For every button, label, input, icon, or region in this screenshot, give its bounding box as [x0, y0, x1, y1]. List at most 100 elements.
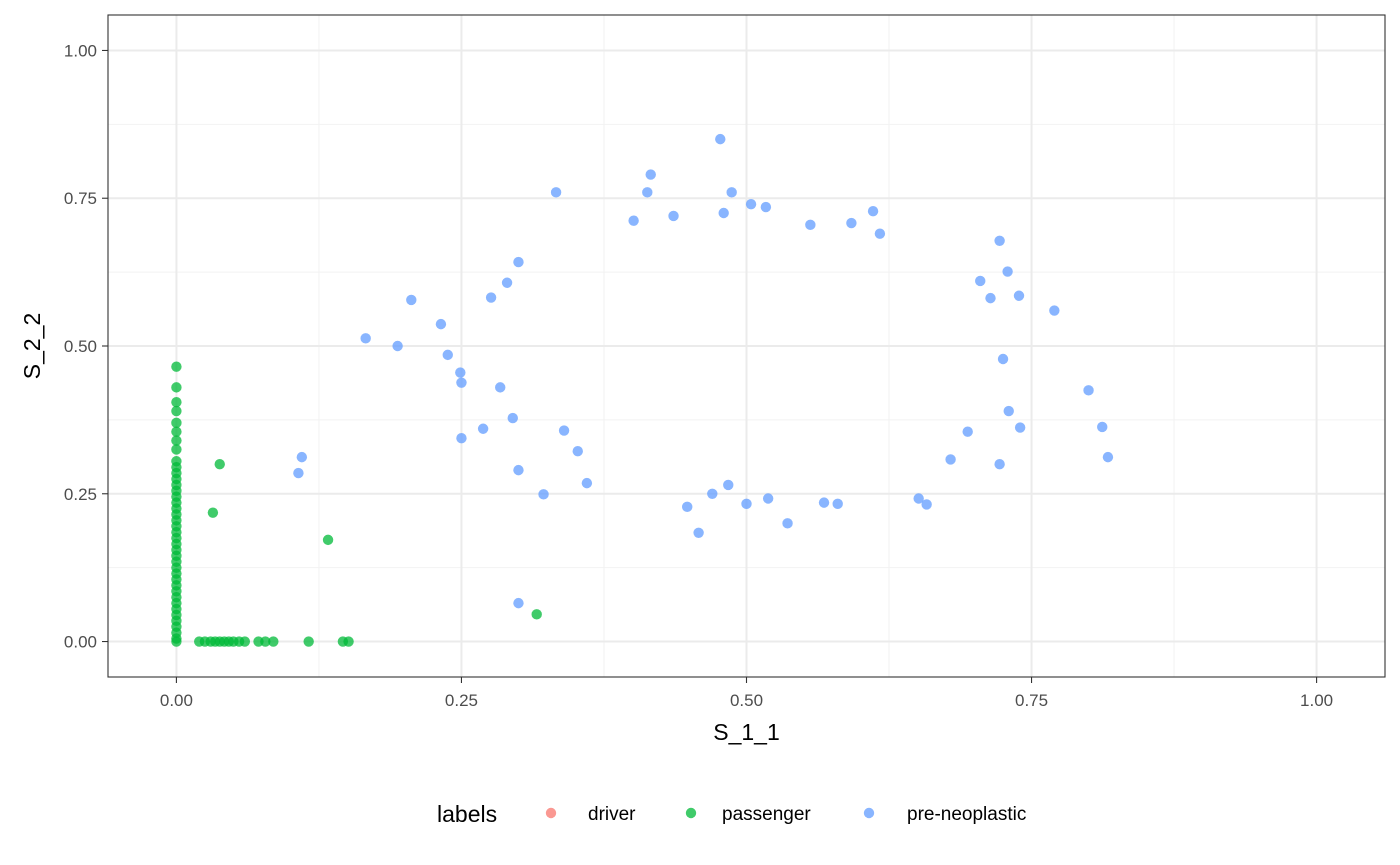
- major-gridlines: [108, 15, 1385, 677]
- point-pre-neoplastic: [1097, 421, 1108, 433]
- point-pre-neoplastic: [1102, 451, 1114, 463]
- legend: labels driver passenger pre-neoplastic: [437, 801, 1026, 827]
- point-passenger: [171, 361, 182, 372]
- point-pre-neoplastic: [1049, 305, 1060, 316]
- point-pre-neoplastic: [718, 207, 729, 219]
- x-tick-label: 0.00: [160, 691, 193, 710]
- point-pre-neoplastic: [867, 206, 879, 217]
- point-pre-neoplastic: [558, 425, 570, 436]
- point-pre-neoplastic: [513, 464, 524, 476]
- point-pre-neoplastic: [296, 451, 308, 463]
- point-pre-neoplastic: [760, 201, 772, 213]
- point-passenger: [207, 507, 219, 518]
- point-passenger: [171, 405, 182, 417]
- point-passenger: [171, 444, 182, 455]
- point-pre-neoplastic: [741, 498, 752, 510]
- point-passenger: [260, 636, 271, 647]
- point-pre-neoplastic: [392, 340, 403, 352]
- plot-panel: [107, 14, 1386, 678]
- point-pre-neoplastic: [495, 382, 506, 393]
- point-pre-neoplastic: [501, 277, 513, 288]
- y-tick-label: 0.00: [64, 633, 97, 652]
- point-pre-neoplastic: [513, 597, 524, 609]
- point-pre-neoplastic: [726, 187, 737, 198]
- point-pre-neoplastic: [818, 497, 830, 508]
- point-pre-neoplastic: [1003, 405, 1014, 417]
- point-passenger: [171, 417, 182, 429]
- x-axis: 0.00 0.25 0.50 0.75 1.00: [160, 677, 1333, 710]
- point-pre-neoplastic: [455, 367, 466, 378]
- point-passenger: [171, 636, 182, 647]
- point-pre-neoplastic: [581, 477, 593, 489]
- x-tick-label: 0.50: [730, 691, 763, 710]
- point-passenger: [171, 435, 182, 446]
- point-pre-neoplastic: [1014, 422, 1026, 433]
- point-pre-neoplastic: [442, 349, 453, 361]
- y-axis: 0.00 0.25 0.50 0.75 1.00: [64, 41, 108, 652]
- point-pre-neoplastic: [645, 169, 656, 180]
- legend-label-passenger: passenger: [722, 804, 811, 825]
- point-pre-neoplastic: [832, 498, 843, 510]
- point-passenger: [531, 609, 542, 620]
- point-pre-neoplastic: [997, 353, 1009, 365]
- y-tick-label: 0.25: [64, 485, 97, 504]
- point-pre-neoplastic: [874, 228, 886, 239]
- point-pre-neoplastic: [477, 423, 489, 434]
- point-pre-neoplastic: [985, 292, 996, 304]
- point-passenger: [303, 636, 314, 647]
- point-pre-neoplastic: [913, 493, 924, 504]
- y-axis-title: S_2_2: [19, 313, 45, 380]
- point-pre-neoplastic: [293, 467, 304, 479]
- point-passenger: [214, 459, 225, 470]
- point-pre-neoplastic: [715, 133, 726, 145]
- point-passenger: [171, 382, 182, 393]
- point-pre-neoplastic: [846, 217, 857, 229]
- point-pre-neoplastic: [745, 198, 757, 210]
- legend-key-pre-neoplastic: [863, 807, 875, 819]
- point-pre-neoplastic: [945, 454, 956, 465]
- point-passenger: [268, 636, 279, 647]
- point-pre-neoplastic: [668, 210, 679, 222]
- point-pre-neoplastic: [762, 493, 774, 504]
- point-pre-neoplastic: [782, 518, 793, 529]
- point-passenger: [343, 636, 354, 647]
- legend-entries: driver passenger pre-neoplastic: [545, 804, 1026, 825]
- point-pre-neoplastic: [1013, 290, 1025, 301]
- point-pre-neoplastic: [707, 488, 718, 499]
- legend-key-driver: [545, 807, 557, 819]
- point-pre-neoplastic: [406, 294, 417, 306]
- point-pre-neoplastic: [962, 426, 973, 437]
- point-pre-neoplastic: [682, 501, 693, 512]
- point-pre-neoplastic: [805, 219, 816, 231]
- legend-label-pre-neoplastic: pre-neoplastic: [907, 804, 1026, 825]
- x-axis-title: S_1_1: [713, 719, 780, 745]
- point-passenger: [322, 534, 334, 546]
- point-pre-neoplastic: [513, 256, 524, 268]
- x-tick-label: 0.25: [445, 691, 478, 710]
- data-points: [171, 133, 1114, 647]
- legend-title: labels: [437, 801, 497, 827]
- x-tick-label: 0.75: [1015, 691, 1048, 710]
- point-pre-neoplastic: [642, 187, 653, 198]
- point-pre-neoplastic: [360, 333, 371, 344]
- point-pre-neoplastic: [538, 489, 549, 500]
- point-passenger: [239, 636, 251, 647]
- point-pre-neoplastic: [456, 433, 467, 444]
- point-pre-neoplastic: [994, 235, 1005, 246]
- point-passenger: [171, 396, 182, 408]
- y-tick-label: 0.50: [64, 337, 97, 356]
- point-pre-neoplastic: [693, 527, 704, 538]
- y-tick-label: 0.75: [64, 189, 97, 208]
- point-pre-neoplastic: [507, 412, 518, 424]
- point-pre-neoplastic: [485, 292, 497, 303]
- y-tick-label: 1.00: [64, 41, 97, 60]
- point-passenger: [171, 426, 182, 437]
- legend-label-driver: driver: [588, 804, 636, 825]
- point-pre-neoplastic: [628, 215, 639, 226]
- point-pre-neoplastic: [1083, 385, 1094, 396]
- point-pre-neoplastic: [572, 446, 583, 457]
- point-pre-neoplastic: [550, 187, 562, 198]
- point-pre-neoplastic: [921, 499, 932, 510]
- point-pre-neoplastic: [1002, 266, 1013, 277]
